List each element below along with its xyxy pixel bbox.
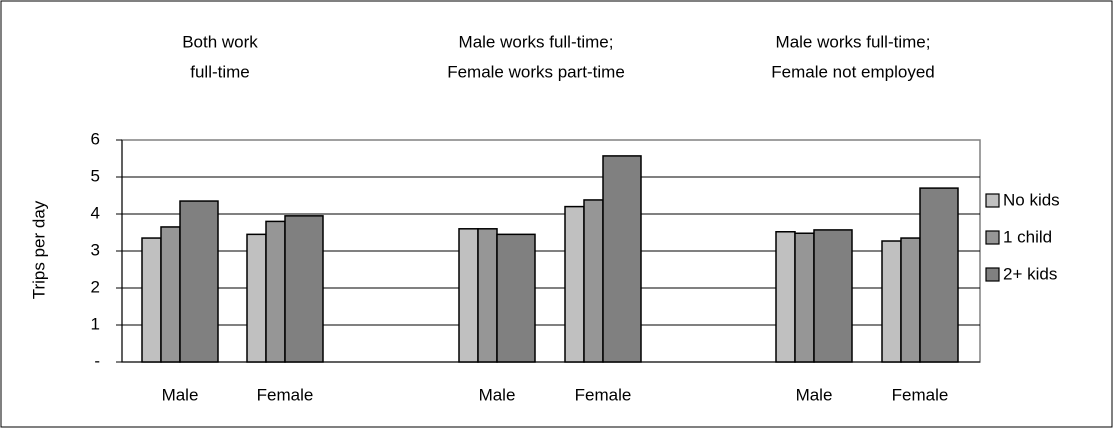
bar (179, 200, 219, 363)
bar (265, 220, 286, 363)
x-tick-label: Female (892, 385, 949, 404)
bar (564, 205, 585, 363)
bar (602, 155, 642, 363)
bar (496, 233, 536, 363)
group-title: Male works full-time; (459, 32, 614, 51)
bar (284, 215, 324, 363)
legend-label: 1 child (1003, 227, 1052, 246)
y-tick-label: 5 (91, 166, 100, 185)
legend-swatch (985, 230, 1000, 245)
bar (900, 237, 921, 363)
bar (775, 231, 796, 363)
bar (160, 226, 181, 363)
bar (794, 232, 815, 363)
y-tick-label: 4 (91, 203, 100, 222)
y-tick-label: 2 (91, 277, 100, 296)
group-title: Female works part-time (447, 62, 625, 81)
x-tick-label: Female (257, 385, 314, 404)
bar (881, 240, 902, 363)
bar (813, 229, 853, 363)
x-tick-label: Male (162, 385, 199, 404)
bar (477, 228, 498, 363)
legend-swatch (985, 267, 1000, 282)
x-tick-label: Male (479, 385, 516, 404)
legend-label: No kids (1003, 190, 1060, 209)
group-title: full-time (190, 62, 250, 81)
group-title: Male works full-time; (776, 32, 931, 51)
x-tick-label: Male (796, 385, 833, 404)
y-tick-label: 1 (91, 314, 100, 333)
y-tick-label: - (94, 351, 100, 370)
group-title: Both work (182, 32, 258, 51)
y-tick-label: 6 (91, 129, 100, 148)
bar (458, 228, 479, 363)
x-tick-label: Female (575, 385, 632, 404)
bar (919, 187, 959, 363)
bar (246, 233, 267, 363)
bar (141, 237, 162, 363)
legend-swatch (985, 193, 1000, 208)
bar (583, 199, 604, 363)
group-title: Female not employed (771, 62, 934, 81)
y-axis-label: Trips per day (29, 200, 48, 299)
legend-label: 2+ kids (1003, 264, 1057, 283)
y-tick-label: 3 (91, 240, 100, 259)
